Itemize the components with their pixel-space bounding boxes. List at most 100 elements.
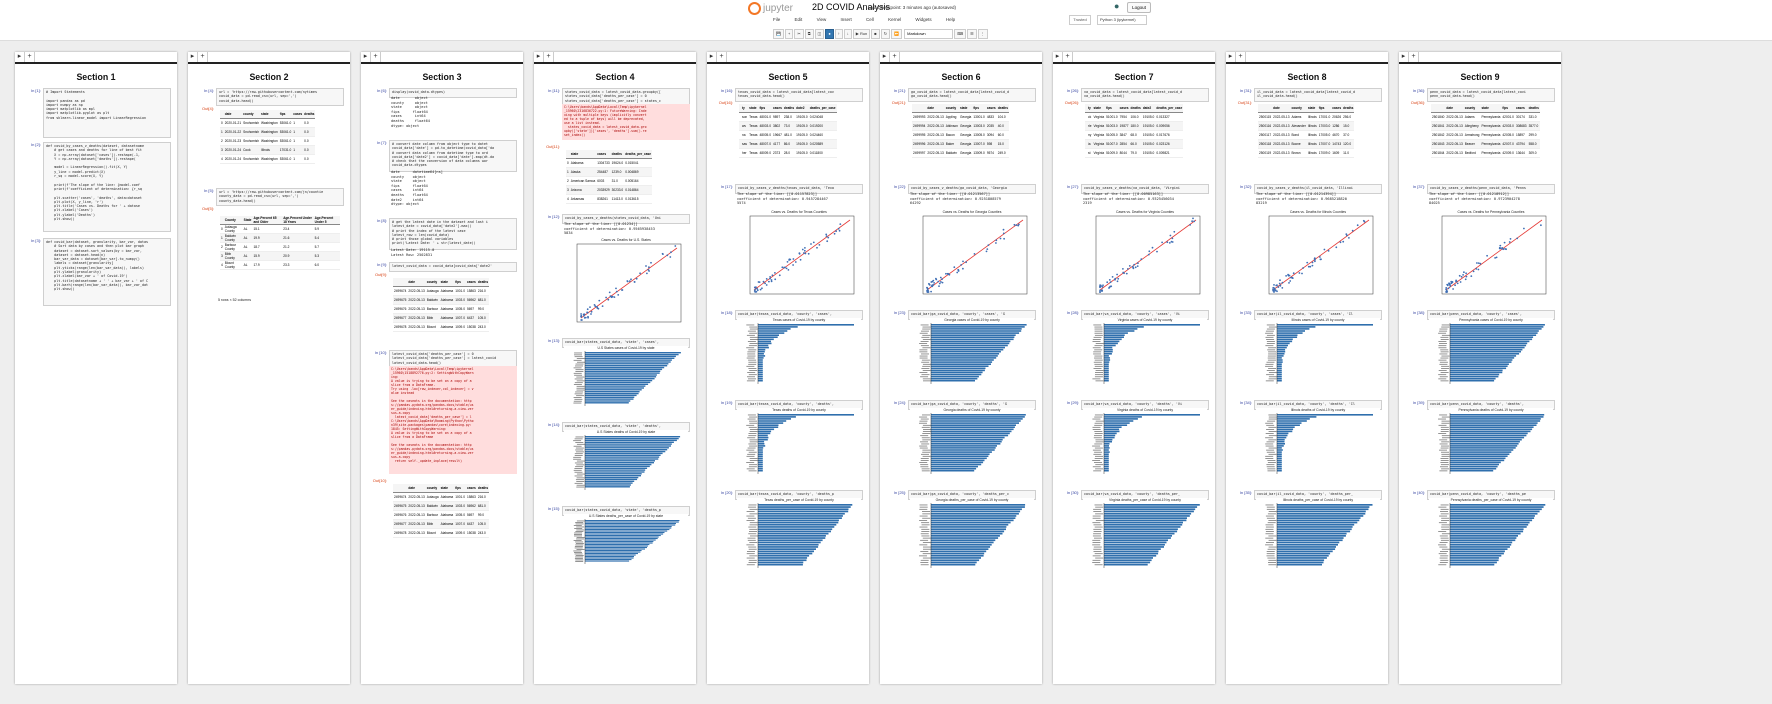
scatter-point [941, 281, 944, 284]
code-cell-input[interactable]: def covid_by_cases_v_deaths(dataset, dat… [43, 142, 171, 232]
scatter-point [1002, 232, 1005, 235]
panel-collapse-button[interactable]: ▸ [880, 52, 890, 62]
add-cell-icon[interactable]: + [784, 29, 794, 39]
code-cell-input[interactable]: latest_covid_data = covid_data[covid_dat… [389, 262, 517, 272]
code-cell-input[interactable]: ga_covid_data = latest_covid_data[latest… [908, 88, 1036, 102]
code-cell-input[interactable]: texas_covid_data = latest_covid_data[lat… [735, 88, 863, 102]
run-button[interactable]: ▶ Run [852, 29, 871, 39]
trusted-indicator[interactable]: Trusted [1069, 15, 1091, 25]
y-tick-label [1438, 332, 1447, 334]
menu-help[interactable]: Help [945, 17, 956, 22]
stop-icon[interactable]: ■ [871, 29, 880, 39]
bar [758, 414, 854, 416]
scatter-point [818, 244, 821, 246]
kernel-indicator[interactable]: Python 3 (ipykernel) [1097, 15, 1147, 25]
code-cell-input[interactable]: covid_by_cases_v_deaths(penn_covid_data,… [1427, 184, 1555, 194]
scatter-point [1003, 237, 1005, 240]
y-tick-label [1441, 324, 1450, 326]
move-up-icon[interactable]: ↑ [834, 29, 843, 39]
code-cell-input[interactable]: url = 'https://raw.githubusercontent.com… [216, 188, 344, 206]
panel-add-button[interactable]: + [371, 52, 381, 62]
code-cell-input[interactable]: # get the latest date in the dataset and… [389, 218, 517, 250]
code-cell-input[interactable]: display(covid_data.dtypes) [389, 88, 517, 98]
panel-collapse-button[interactable]: ▸ [1399, 52, 1409, 62]
y-tick-label [1092, 347, 1101, 349]
code-cell-input[interactable]: # convert date column from object type t… [389, 140, 517, 172]
panel-add-button[interactable]: + [890, 52, 900, 62]
table-cell: Cook [242, 145, 261, 155]
panel-collapse-button[interactable]: ▸ [1053, 52, 1063, 62]
code-cell-input[interactable]: covid_by_cases_v_deaths(states_covid_dat… [562, 214, 690, 224]
y-tick-label [1438, 553, 1447, 555]
menu-kernel[interactable]: Kernel [888, 17, 902, 22]
panel-collapse-button[interactable]: ▸ [1226, 52, 1236, 62]
code-cell-input[interactable]: covid_by_cases_v_deaths(texas_covid_data… [735, 184, 863, 194]
panel-add-button[interactable]: + [25, 52, 35, 62]
panel-add-button[interactable]: + [717, 52, 727, 62]
menu-view[interactable]: View [816, 17, 827, 22]
command-palette-icon[interactable]: ☰ [967, 29, 977, 39]
panel-collapse-button[interactable]: ▸ [361, 52, 371, 62]
panel-add-button[interactable]: + [544, 52, 554, 62]
code-cell-input[interactable]: il_covid_data = latest_covid_data[latest… [1254, 88, 1382, 102]
panel-collapse-button[interactable]: ▸ [534, 52, 544, 62]
save-icon[interactable]: 💾 [773, 29, 784, 39]
code-cell-input[interactable]: covid_by_cases_v_deaths(va_covid_data, '… [1081, 184, 1209, 194]
panel-collapse-button[interactable]: ▸ [188, 52, 198, 62]
menu-insert[interactable]: Insert [840, 17, 852, 22]
bar [931, 563, 976, 566]
code-cell-input[interactable]: latest_covid_data['deaths_per_case'] = 0… [389, 350, 517, 368]
panel-add-button[interactable]: + [1409, 52, 1419, 62]
y-tick-label [1441, 441, 1450, 443]
scatter-point [628, 280, 631, 282]
code-cell-input[interactable]: url = 'https://raw.githubusercontent.com… [216, 88, 344, 106]
jupyter-logo[interactable]: jupyter [748, 2, 793, 15]
code-cell-input[interactable]: def covid_bar(dataset, granularity, bar_… [43, 238, 171, 306]
move-down-icon[interactable]: ↓ [843, 29, 852, 39]
y-tick-label [749, 328, 758, 330]
table-cell: ws [741, 121, 749, 131]
cell-type-select[interactable]: Markdown [904, 29, 954, 39]
section-title: Section 9 [1460, 72, 1500, 82]
menu-cell[interactable]: Cell [866, 17, 874, 22]
panel-add-button[interactable]: + [1063, 52, 1073, 62]
table-header-cell: fips [454, 278, 466, 287]
keyboard-icon[interactable]: ⌨ [954, 29, 967, 39]
scatter-point [1486, 254, 1488, 257]
code-cell-input[interactable]: va_covid_data = latest_covid_data[latest… [1081, 88, 1209, 102]
y-tick-label [920, 441, 928, 443]
table-row: ia Virginia 51007.0 2854 66.0 19105.0 0.023126 [1085, 139, 1184, 149]
bar [931, 557, 981, 559]
panel-collapse-button[interactable]: ▸ [15, 52, 25, 62]
code-cell-input[interactable]: covid_by_cases_v_deaths(ga_covid_data, '… [908, 184, 1036, 194]
panel-add-button[interactable]: + [1236, 52, 1246, 62]
dataframe-table: County State Age.Percent 65 and Older Age.P… [220, 216, 340, 270]
code-cell-input[interactable]: # Import Statements import pandas as pd … [43, 88, 171, 138]
y-tick-label [1267, 468, 1276, 470]
table-cell: 21.2 [282, 242, 314, 252]
fast-forward-icon[interactable]: ⏩ [891, 29, 903, 39]
table-cell: 598 [985, 139, 997, 149]
code-cell-input[interactable]: covid_by_cases_v_deaths(il_covid_data, '… [1254, 184, 1382, 194]
scatter-point [583, 313, 586, 316]
horizontal-bar-chart: Texas deaths_per_case of Covid-19 by cou… [737, 498, 861, 578]
notebook-title[interactable]: 2D COVID Analysis [812, 2, 891, 12]
scatter-point [839, 223, 842, 225]
logout-button[interactable]: Logout [1127, 2, 1151, 13]
restart-icon[interactable]: ↻ [880, 29, 891, 39]
extra-icon[interactable]: ⋮ [977, 29, 988, 39]
table-cell: 2033929 [596, 185, 611, 195]
table-header-cell: fips [758, 104, 772, 113]
menu-widgets[interactable]: Widgets [915, 17, 932, 22]
menu-edit[interactable]: Edit [794, 17, 803, 22]
panel-add-button[interactable]: + [198, 52, 208, 62]
scatter-point [837, 227, 840, 230]
copy-icon[interactable]: ⧉ [804, 29, 814, 39]
paste-icon[interactable]: ◫ [814, 29, 825, 39]
y-tick-label [576, 385, 585, 387]
code-cell-input[interactable]: penn_covid_data = latest_covid_data[late… [1427, 88, 1555, 102]
menu-file[interactable]: File [773, 17, 781, 22]
selected-tool-icon[interactable]: ● [825, 29, 834, 39]
panel-collapse-button[interactable]: ▸ [707, 52, 717, 62]
cut-icon[interactable]: ✂ [794, 29, 804, 39]
